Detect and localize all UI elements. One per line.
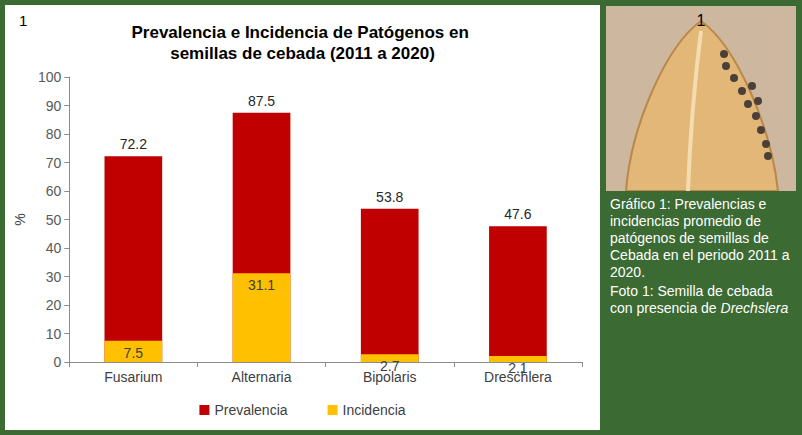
svg-text:Bipolaris: Bipolaris bbox=[362, 369, 417, 385]
svg-text:1: 1 bbox=[19, 12, 27, 29]
svg-text:10: 10 bbox=[46, 326, 62, 342]
svg-text:87.5: 87.5 bbox=[248, 93, 275, 109]
svg-text:80: 80 bbox=[46, 126, 62, 142]
svg-text:60: 60 bbox=[46, 183, 62, 199]
svg-text:50: 50 bbox=[46, 212, 62, 228]
svg-text:Fusarium: Fusarium bbox=[104, 369, 162, 385]
svg-text:1: 1 bbox=[697, 12, 706, 29]
svg-text:40: 40 bbox=[46, 240, 62, 256]
svg-text:0: 0 bbox=[53, 354, 61, 370]
svg-text:100: 100 bbox=[38, 69, 62, 85]
html-text:Foto 1: Semilla de cebada con: Foto 1: Semilla de cebada con presencia … bbox=[610, 283, 789, 317]
svg-text:Dreschlera: Dreschlera bbox=[484, 369, 552, 385]
svg-text:30: 30 bbox=[46, 269, 62, 285]
svg-text:72.2: 72.2 bbox=[120, 136, 147, 152]
svg-text:%: % bbox=[12, 213, 28, 225]
html-text:Gráfico 1: Prevalencias e inci: Gráfico 1: Prevalencias e incidencias pr… bbox=[610, 196, 790, 281]
svg-text:7.5: 7.5 bbox=[124, 345, 144, 361]
svg-text:90: 90 bbox=[46, 98, 62, 114]
svg-text:2.1: 2.1 bbox=[508, 360, 528, 376]
svg-text:Prevalencia: Prevalencia bbox=[214, 402, 287, 418]
svg-text:semillas de cebada (2011 a 202: semillas de cebada (2011 a 2020) bbox=[170, 44, 435, 63]
svg-text:Alternaria: Alternaria bbox=[232, 369, 292, 385]
svg-text:Incidencia: Incidencia bbox=[343, 402, 406, 418]
svg-text:70: 70 bbox=[46, 155, 62, 171]
svg-text:Prevalencia e Incidencia de Pa: Prevalencia e Incidencia de Patógenos en bbox=[131, 23, 473, 42]
svg-text:20: 20 bbox=[46, 297, 62, 313]
svg-text:31.1: 31.1 bbox=[248, 277, 275, 293]
svg-text:53.8: 53.8 bbox=[376, 189, 403, 205]
svg-text:2.7: 2.7 bbox=[380, 358, 400, 374]
svg-text:47.6: 47.6 bbox=[504, 206, 531, 222]
